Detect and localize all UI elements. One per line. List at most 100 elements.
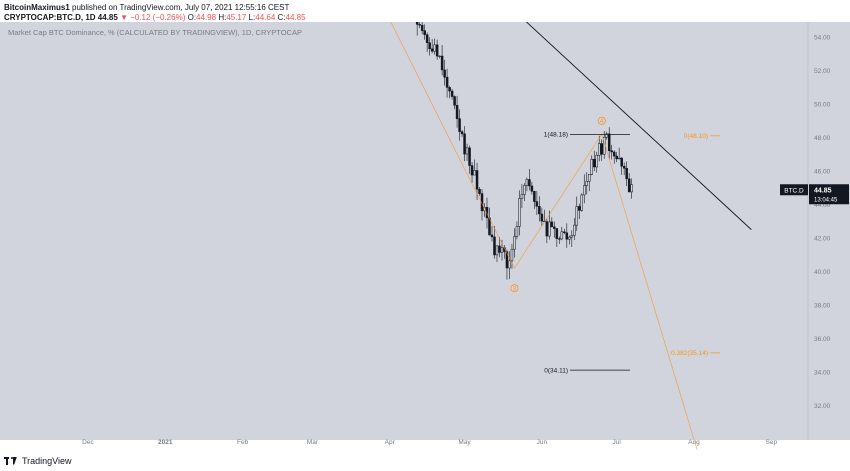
candle-body <box>620 157 623 167</box>
candle-body <box>578 206 581 211</box>
candle-body <box>605 133 608 138</box>
candle-body <box>600 143 603 155</box>
low-label: L: <box>248 13 256 22</box>
candle-body <box>513 236 516 250</box>
candle-body <box>560 231 564 240</box>
y-tick-label: 50.00 <box>814 102 831 109</box>
candle-body <box>425 34 429 43</box>
y-tick-label: 44.00 <box>814 202 831 209</box>
wave-label: 3 <box>513 287 517 293</box>
candle-body <box>485 207 489 219</box>
candle-body <box>630 184 633 193</box>
candle-body <box>518 198 521 227</box>
candlestick-series <box>415 22 633 280</box>
candle-body <box>455 105 459 119</box>
open-value: 44.98 <box>196 13 217 22</box>
price-axis[interactable] <box>808 22 850 440</box>
candle-body <box>498 245 501 253</box>
candle-body <box>525 179 529 186</box>
candle-body <box>458 118 461 132</box>
drawings: 12341(48.18)0(34.11)0(48.10)0.382(35.14)… <box>390 22 849 450</box>
y-tick-label: 42.00 <box>814 236 831 243</box>
y-tick-label: 46.00 <box>814 169 831 176</box>
candle-body <box>515 226 519 237</box>
candle-body <box>570 235 574 238</box>
candle-body <box>418 24 421 26</box>
publish-info: BitcoinMaximus1 published on TradingView… <box>4 3 289 12</box>
candle-body <box>468 147 471 166</box>
candle-body <box>495 245 499 256</box>
x-tick-label: Apr <box>385 439 396 446</box>
candle-body <box>555 228 559 239</box>
candle-body <box>617 157 621 160</box>
candle-body <box>438 55 441 57</box>
candle-body <box>580 194 584 211</box>
price-tag-value: 44.85 <box>814 187 832 194</box>
candle-body <box>553 226 556 229</box>
current-price-tag: BTC.D 44.85 13:04:45 <box>780 184 849 205</box>
candle-body <box>430 48 434 52</box>
close-label: C: <box>277 13 286 22</box>
plot-background <box>0 22 808 440</box>
fib-level-label: 0(48.10) <box>684 133 708 140</box>
descending-trendline <box>525 22 752 230</box>
y-tick-label: 52.00 <box>814 68 831 75</box>
candle-body <box>440 55 444 71</box>
candle-body <box>508 260 511 269</box>
candle-body <box>533 191 536 202</box>
y-axis-labels: 32.00 34.00 36.00 38.00 40.00 42.00 44.00 46.00… <box>814 35 831 411</box>
candle-body <box>463 133 466 155</box>
wave-marker <box>510 284 519 293</box>
candle-body <box>465 147 469 155</box>
footer-brand[interactable]: TradingView <box>22 456 72 466</box>
author-name[interactable]: BitcoinMaximus1 <box>4 3 70 12</box>
candle-body <box>535 201 539 207</box>
x-tick-label: Feb <box>237 439 249 446</box>
candle-body <box>445 76 449 88</box>
wave-marker <box>597 116 606 125</box>
candle-body <box>475 170 479 190</box>
candle-body <box>592 158 596 168</box>
candle-body <box>510 248 514 262</box>
candle-body <box>545 221 549 237</box>
candle-body <box>627 178 631 193</box>
candle-body <box>575 206 579 226</box>
candle-body <box>573 224 576 236</box>
symbol-name[interactable]: CRYPTOCAP:BTC.D, 1D <box>4 13 96 22</box>
candle-body <box>505 251 509 269</box>
candle-body <box>597 143 601 156</box>
candle-body <box>588 174 591 182</box>
close-value: 44.85 <box>285 13 306 22</box>
high-value: 45.17 <box>226 13 247 22</box>
candle-body <box>435 44 439 57</box>
candle-body <box>625 168 628 180</box>
candle-body <box>423 30 426 35</box>
wave-label: 4 <box>600 119 604 125</box>
candle-body <box>563 231 566 234</box>
low-value: 44.64 <box>255 13 276 22</box>
x-tick-label: Dec <box>82 439 94 446</box>
candle-body <box>415 22 419 25</box>
elliott-wave-path <box>390 22 698 450</box>
price-chart[interactable]: Market Cap BTC Dominance, % (CALCULATED … <box>0 22 850 450</box>
candle-body <box>453 96 456 106</box>
candle-body <box>420 24 424 31</box>
y-tick-label: 48.00 <box>814 135 831 142</box>
candle-body <box>612 151 616 157</box>
candle-body <box>550 221 554 228</box>
price-tag-symbol: BTC.D <box>784 187 804 194</box>
candle-body <box>595 154 598 168</box>
chart-title: Market Cap BTC Dominance, % (CALCULATED … <box>8 28 302 37</box>
candle-body <box>558 238 561 240</box>
last-price: 44.85 <box>97 13 118 22</box>
candle-body <box>450 90 454 97</box>
candle-body <box>590 158 593 175</box>
candle-body <box>490 234 494 238</box>
candle-body <box>493 236 496 256</box>
candle-body <box>470 165 474 176</box>
y-tick-label: 40.00 <box>814 269 831 276</box>
fib-level-label: 1(48.18) <box>544 132 568 139</box>
candle-body <box>428 42 431 50</box>
x-tick-label: Jul <box>613 439 622 446</box>
